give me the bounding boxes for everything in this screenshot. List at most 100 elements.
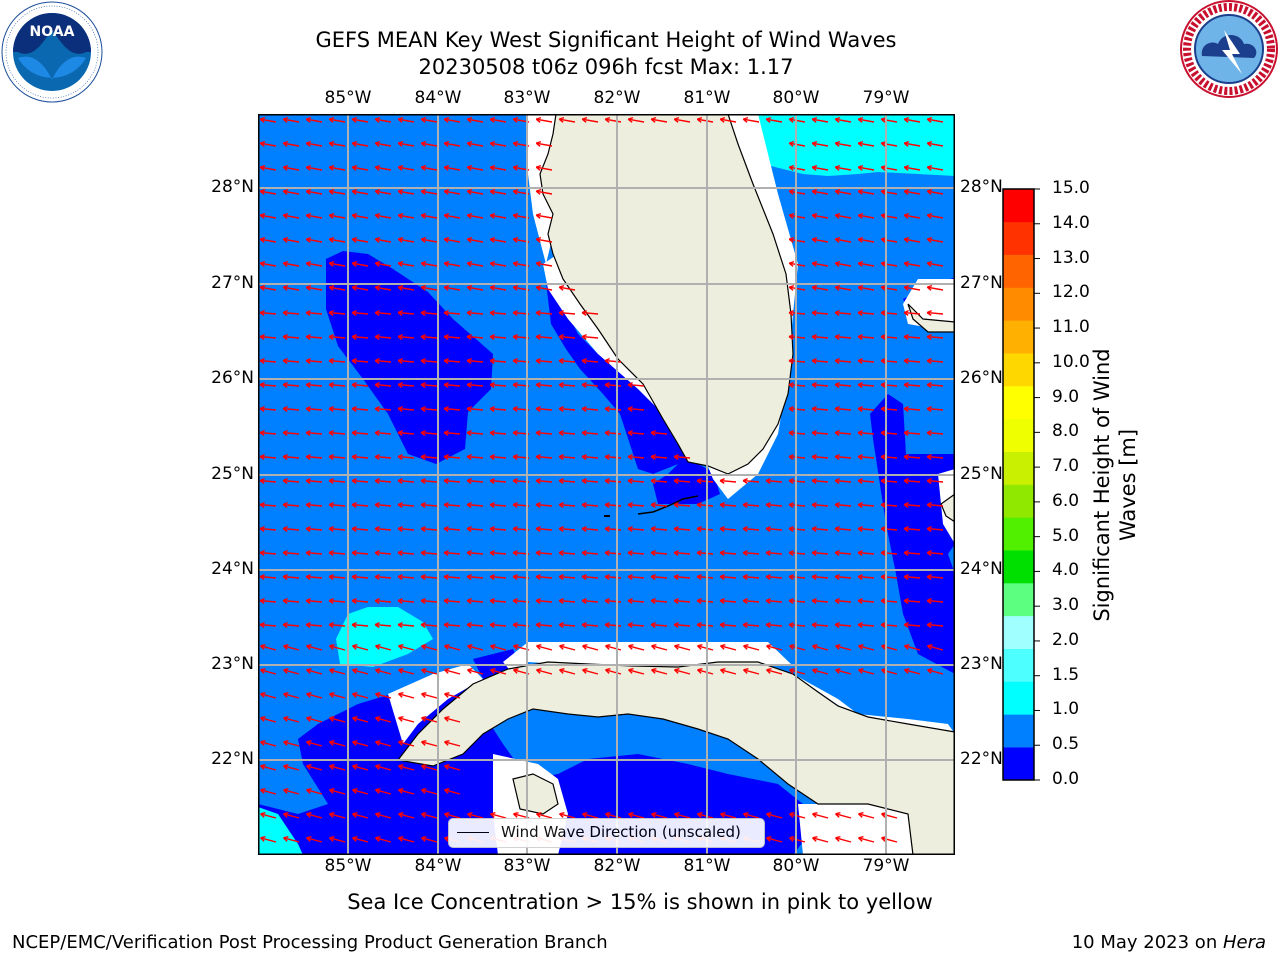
wind-arrow-head-307: [857, 429, 863, 436]
wind-arrow-head-329: [673, 453, 679, 460]
wind-arrow-head-311: [259, 453, 265, 460]
wind-arrow-head-403: [397, 525, 403, 532]
wind-arrow-543: [857, 623, 875, 627]
wind-arrow-head-683: [329, 835, 335, 842]
wind-arrow-head-171: [259, 309, 265, 316]
wind-arrow-407: [489, 527, 507, 531]
wind-arrow-head-277: [604, 405, 610, 412]
wind-arrow-head-373: [397, 501, 403, 508]
wind-arrow-head-502: [604, 597, 610, 604]
wind-arrow-52: [306, 166, 323, 171]
wind-arrow-head-567: [720, 643, 726, 650]
wind-arrow-613: [398, 693, 415, 699]
wind-arrow-587: [490, 669, 507, 675]
wind-arrow-314: [328, 455, 346, 459]
wind-arrow-head-170: [926, 284, 933, 291]
land-grand-bahama: [907, 303, 955, 333]
wind-arrow-head-2: [305, 116, 312, 123]
wind-arrow-head-298: [535, 429, 541, 436]
wind-arrow-631: [398, 741, 415, 747]
wind-arrow-422: [834, 527, 852, 531]
wind-arrow-head-266: [351, 405, 357, 412]
wind-arrow-head-570: [789, 643, 795, 650]
wind-arrow-173: [305, 311, 323, 315]
wind-arrow-178: [420, 311, 438, 315]
wind-arrow-head-383: [627, 501, 633, 508]
wind-arrow-head-281: [834, 405, 840, 412]
wind-arrow-12: [536, 118, 553, 123]
wind-arrow-451: [811, 551, 829, 555]
wind-arrow-97: [421, 214, 438, 219]
wind-arrow-head-348: [512, 477, 518, 484]
wind-arrow-head-207: [581, 333, 587, 340]
wind-arrow-head-664: [536, 811, 542, 818]
wind-arrow-head-678: [858, 811, 864, 818]
wind-arrow-657: [375, 813, 392, 819]
wind-arrow-188: [834, 311, 852, 315]
wind-arrow-head-533: [627, 621, 633, 628]
wind-arrow-head-359: [765, 477, 771, 484]
wind-arrow-head-575: [904, 643, 910, 650]
wind-arrow-head-221: [397, 357, 403, 364]
wind-arrow-head-308: [880, 429, 886, 436]
wind-arrow-660: [444, 813, 461, 819]
wind-arrow-head-80: [489, 188, 496, 195]
wind-arrow-head-685: [375, 835, 381, 842]
wind-arrow-head-478: [742, 573, 748, 580]
wind-arrow-392: [834, 503, 852, 507]
wind-arrow-head-521: [351, 621, 357, 628]
wind-arrow-head-11: [512, 116, 519, 123]
wind-arrow-head-334: [880, 453, 886, 460]
wind-arrow-508: [742, 599, 760, 603]
wind-arrow-232: [811, 359, 829, 363]
wind-arrow-437: [489, 551, 507, 555]
wind-arrow-76: [398, 190, 415, 195]
wind-arrow-584: [421, 669, 438, 675]
wind-arrow-head-204: [512, 333, 518, 340]
wind-arrow-head-635: [283, 763, 289, 770]
wind-arrow-136: [398, 262, 415, 267]
wind-arrow-176: [374, 311, 392, 315]
wind-arrow-head-642: [444, 763, 450, 770]
wind-arrow-45: [835, 142, 852, 147]
wind-arrow-head-133: [328, 260, 335, 267]
lon-tick-top-84w: 84°W: [414, 88, 462, 108]
wind-arrow-127: [881, 238, 898, 243]
lat-tick-right-22n: 22°N: [960, 749, 1003, 769]
wind-arrow-8: [444, 118, 461, 123]
wind-arrow-347: [489, 479, 507, 483]
wind-arrow-32: [306, 142, 323, 147]
nws-logo: [1180, 0, 1278, 98]
wind-arrow-573: [858, 645, 875, 651]
wind-arrow-head-493: [397, 597, 403, 604]
wind-arrow-head-239: [282, 381, 288, 388]
wind-arrow-head-55: [374, 164, 381, 171]
wind-arrow-218: [328, 359, 346, 363]
wind-arrow-head-704: [812, 835, 818, 842]
wind-arrow-305: [811, 431, 829, 435]
wind-arrow-head-358: [742, 477, 748, 484]
wind-arrow-head-607: [260, 691, 266, 698]
wind-arrow-head-402: [374, 525, 380, 532]
wind-arrow-head-590: [559, 667, 565, 674]
colorbar-tick-label-8: 7.0: [1052, 456, 1080, 477]
wind-arrow-head-300: [581, 429, 587, 436]
wind-arrow-523: [397, 623, 415, 627]
wind-arrow-505: [673, 599, 691, 603]
wind-arrow-146: [858, 262, 875, 267]
wind-arrow-86: [858, 190, 875, 195]
wind-arrow-142: [536, 262, 553, 267]
wind-arrow-head-523: [397, 621, 403, 628]
wind-arrow-head-250: [535, 381, 541, 388]
wind-arrow-head-141: [512, 260, 519, 267]
wind-arrow-513: [857, 599, 875, 603]
wind-arrow-346: [466, 479, 484, 483]
wind-arrow-head-620: [352, 715, 358, 722]
wind-arrow-head-405: [443, 525, 449, 532]
wind-arrow-20: [720, 118, 737, 123]
sea-ice-note: Sea Ice Concentration > 15% is shown in …: [347, 890, 933, 914]
wind-arrow-187: [811, 311, 829, 315]
wind-arrow-head-593: [628, 667, 634, 674]
wind-arrow-44: [812, 142, 829, 147]
wind-arrow-217: [305, 359, 323, 363]
